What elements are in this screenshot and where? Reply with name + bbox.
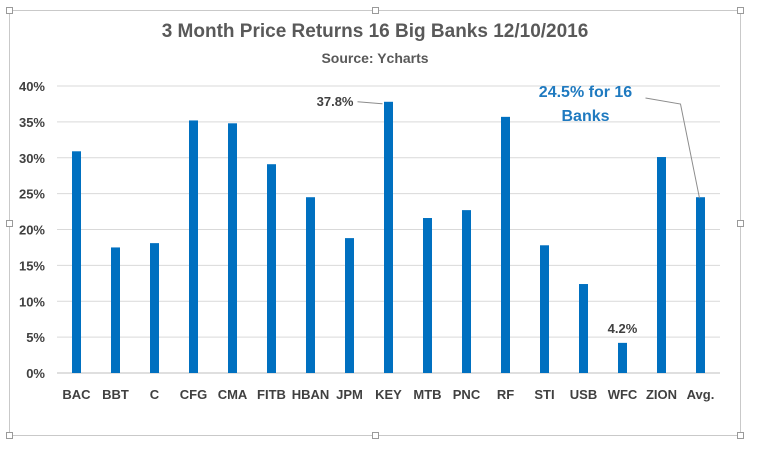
- x-tick-label: KEY: [375, 387, 402, 402]
- bar-c: [150, 243, 159, 373]
- x-tick-label: CMA: [218, 387, 248, 402]
- chart-title: 3 Month Price Returns 16 Big Banks 12/10…: [162, 21, 589, 42]
- bar-rf: [501, 116, 510, 373]
- avg-callout-label: Banks: [561, 108, 609, 125]
- bar-fitb: [267, 164, 276, 373]
- x-tick-label: WFC: [608, 387, 638, 402]
- x-tick-label: Avg.: [687, 387, 715, 402]
- bar-pnc: [462, 210, 471, 373]
- resize-handle-bottom-left[interactable]: [6, 432, 13, 439]
- x-tick-label: USB: [570, 387, 597, 402]
- y-tick-label: 25%: [19, 187, 45, 202]
- x-tick-label: BAC: [62, 387, 91, 402]
- resize-handle-left[interactable]: [6, 220, 13, 227]
- x-tick-label: RF: [497, 387, 514, 402]
- y-tick-label: 20%: [19, 223, 45, 238]
- y-tick-label: 35%: [19, 115, 45, 130]
- key-data-label: 37.8%: [317, 94, 354, 109]
- bars: [72, 101, 705, 373]
- x-tick-label: HBAN: [292, 387, 330, 402]
- resize-handle-bottom-right[interactable]: [737, 432, 744, 439]
- x-tick-label: FITB: [257, 387, 286, 402]
- bar-usb: [579, 284, 588, 373]
- resize-handle-top-left[interactable]: [6, 7, 13, 14]
- x-tick-label: MTB: [413, 387, 441, 402]
- bar-cma: [228, 123, 237, 373]
- resize-handle-bottom[interactable]: [372, 432, 379, 439]
- y-tick-label: 0%: [26, 366, 45, 381]
- bar-sti: [540, 245, 549, 373]
- bar-zion: [657, 157, 666, 373]
- key-leader-line: [357, 101, 383, 105]
- x-tick-label: STI: [534, 387, 554, 402]
- x-axis-ticks: BAC BBT C CFG CMA FITB HBAN JPM KEY MTB PNC RF STI US…: [62, 387, 714, 402]
- x-tick-label: ZION: [646, 387, 677, 402]
- bar-avg: [696, 197, 705, 373]
- bar-bbt: [111, 247, 120, 373]
- y-axis-ticks: 0% 5% 10% 15% 20% 25% 30% 35% 40%: [19, 79, 45, 381]
- y-tick-label: 40%: [19, 79, 45, 94]
- resize-handle-top-right[interactable]: [737, 7, 744, 14]
- avg-callout-leader-line: [645, 97, 700, 199]
- y-tick-label: 15%: [19, 258, 45, 273]
- annotations: 37.8% 4.2% 24.5% for 16 Banks: [317, 84, 700, 336]
- x-tick-label: CFG: [180, 387, 207, 402]
- y-tick-label: 10%: [19, 294, 45, 309]
- bar-mtb: [423, 218, 432, 373]
- bar-hban: [306, 197, 315, 373]
- bar-jpm: [345, 238, 354, 373]
- y-tick-label: 5%: [26, 330, 45, 345]
- x-tick-label: JPM: [336, 387, 363, 402]
- wfc-data-label: 4.2%: [608, 321, 638, 336]
- bar-cfg: [189, 120, 198, 373]
- bar-wfc: [618, 342, 627, 373]
- bar-bac: [72, 151, 81, 373]
- x-tick-label: PNC: [453, 387, 481, 402]
- x-tick-label: C: [150, 387, 160, 402]
- y-tick-label: 30%: [19, 151, 45, 166]
- resize-handle-top[interactable]: [372, 7, 379, 14]
- avg-callout-label: 24.5% for 16: [539, 84, 632, 101]
- x-tick-label: BBT: [102, 387, 129, 402]
- resize-handle-right[interactable]: [737, 220, 744, 227]
- chart-subtitle: Source: Ycharts: [321, 50, 428, 66]
- bar-key: [384, 101, 393, 373]
